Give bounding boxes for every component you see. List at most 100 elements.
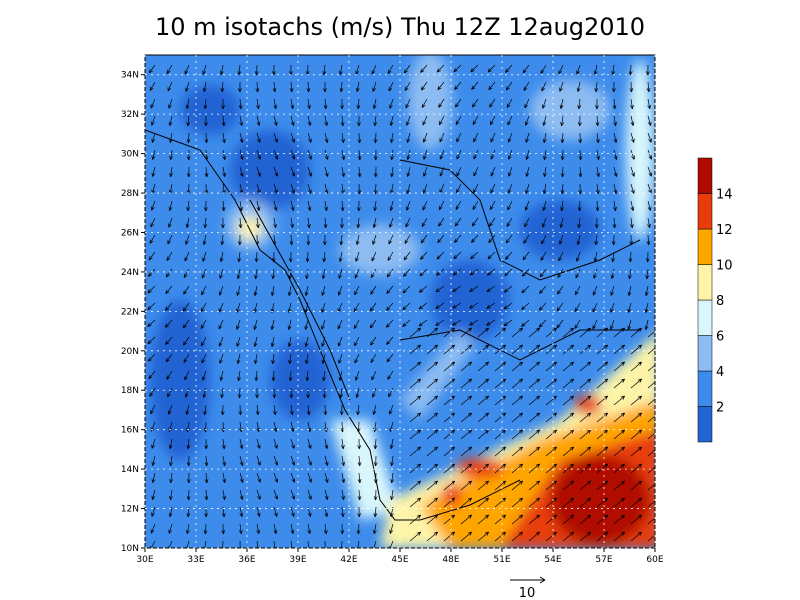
wind-arrow: [186, 132, 191, 144]
wind-arrow: [505, 81, 513, 91]
colorbar-label: 10: [716, 259, 733, 274]
wind-arrow: [389, 523, 394, 534]
wind-arrow: [477, 514, 490, 525]
wind-arrow: [255, 234, 260, 246]
y-tick-label: 18N: [121, 386, 139, 396]
coastlines: [145, 129, 641, 521]
wind-arrow: [579, 480, 592, 491]
wind-arrow: [186, 472, 191, 484]
wind-arrow: [147, 285, 156, 294]
wind-arrow: [525, 166, 530, 177]
wind-arrow: [630, 378, 643, 389]
wind-arrow: [404, 234, 411, 244]
wind-arrow: [477, 463, 490, 474]
wind-arrow: [220, 387, 224, 399]
wind-arrow: [409, 514, 422, 525]
wind-arrow: [288, 268, 293, 280]
wind-arrow: [647, 396, 655, 406]
wind-arrow: [147, 302, 156, 311]
wind-arrows: [147, 64, 655, 548]
wind-arrow: [389, 438, 394, 450]
colorbar-bin: [697, 193, 713, 230]
wind-arrow: [218, 336, 224, 347]
wind-arrow: [645, 251, 650, 263]
wind-arrow: [186, 115, 191, 127]
wind-arrow: [559, 234, 564, 245]
chart-title: 10 m isotachs (m/s) Thu 12Z 12aug2010: [155, 13, 645, 41]
wind-arrow: [219, 370, 224, 381]
wind-arrow: [203, 200, 208, 212]
wind-arrow: [290, 472, 296, 483]
wind-arrow: [406, 200, 411, 211]
wind-arrow: [255, 387, 259, 399]
wind-arrow: [557, 285, 564, 295]
wind-arrow: [273, 166, 279, 177]
wind-arrow: [236, 319, 241, 330]
wind-arrow: [494, 514, 507, 525]
wind-arrow: [287, 336, 292, 347]
wind-arrow: [613, 327, 626, 338]
y-tick-label: 32N: [121, 110, 139, 120]
wind-arrow: [255, 404, 260, 416]
wind-arrow: [596, 166, 600, 178]
wind-arrow: [290, 489, 295, 500]
wind-arrow: [494, 531, 507, 542]
wind-arrow: [337, 319, 343, 330]
colorbar-bin: [697, 228, 713, 265]
wind-arrow: [469, 268, 479, 276]
wind-arrow: [150, 523, 156, 534]
wind-arrow: [388, 404, 394, 415]
wind-arrow: [186, 166, 191, 178]
wind-arrow: [182, 319, 190, 329]
wind-arrow: [150, 217, 156, 228]
wind-arrow: [406, 149, 411, 160]
wind-arrow: [511, 344, 524, 355]
wind-arrow: [647, 481, 655, 491]
wind-arrow: [560, 149, 565, 161]
wind-arrow: [423, 166, 428, 177]
wind-arrow: [576, 234, 581, 245]
colorbar-bin: [697, 264, 713, 301]
wind-arrow: [339, 404, 344, 416]
wind-arrow: [596, 344, 609, 355]
colorbar: 2 4 6 8 10 12 14: [697, 157, 733, 443]
wind-arrow: [543, 166, 547, 178]
wind-arrow: [612, 98, 617, 110]
wind-arrow: [390, 455, 394, 467]
wind-arrow: [612, 217, 617, 229]
wind-arrow: [628, 64, 633, 76]
wind-arrow: [613, 361, 626, 372]
wind-arrow: [307, 200, 312, 211]
wind-arrow: [453, 64, 462, 73]
wind-arrow: [490, 183, 496, 194]
wind-arrow: [254, 64, 259, 76]
y-tick-label: 28N: [121, 189, 139, 199]
wind-arrow: [469, 285, 479, 292]
wind-arrow: [369, 319, 377, 329]
wind-arrow: [542, 132, 547, 144]
wind-arrow: [373, 149, 378, 161]
wind-arrow: [460, 446, 473, 457]
wind-arrow: [321, 285, 326, 296]
wind-arrow: [522, 251, 530, 261]
wind-arrow: [630, 463, 643, 474]
wind-arrow: [560, 132, 565, 144]
x-tick-label: 48E: [442, 555, 459, 565]
wind-arrow: [256, 472, 261, 483]
wind-arrow: [538, 319, 547, 328]
wind-arrow: [470, 64, 479, 73]
wind-arrow: [545, 412, 558, 423]
wind-arrow: [511, 361, 524, 372]
wind-arrow: [524, 98, 530, 109]
wind-arrow: [611, 234, 616, 246]
wind-arrow: [545, 514, 558, 525]
wind-arrow: [202, 81, 207, 93]
wind-arrow: [472, 200, 479, 210]
wind-arrow: [148, 251, 156, 261]
wind-arrow: [596, 378, 609, 389]
wind-arrow: [341, 455, 345, 467]
wind-arrow: [184, 370, 190, 381]
wind-arrow: [545, 480, 558, 491]
wind-arrow: [579, 361, 592, 372]
wind-arrow: [337, 336, 343, 347]
